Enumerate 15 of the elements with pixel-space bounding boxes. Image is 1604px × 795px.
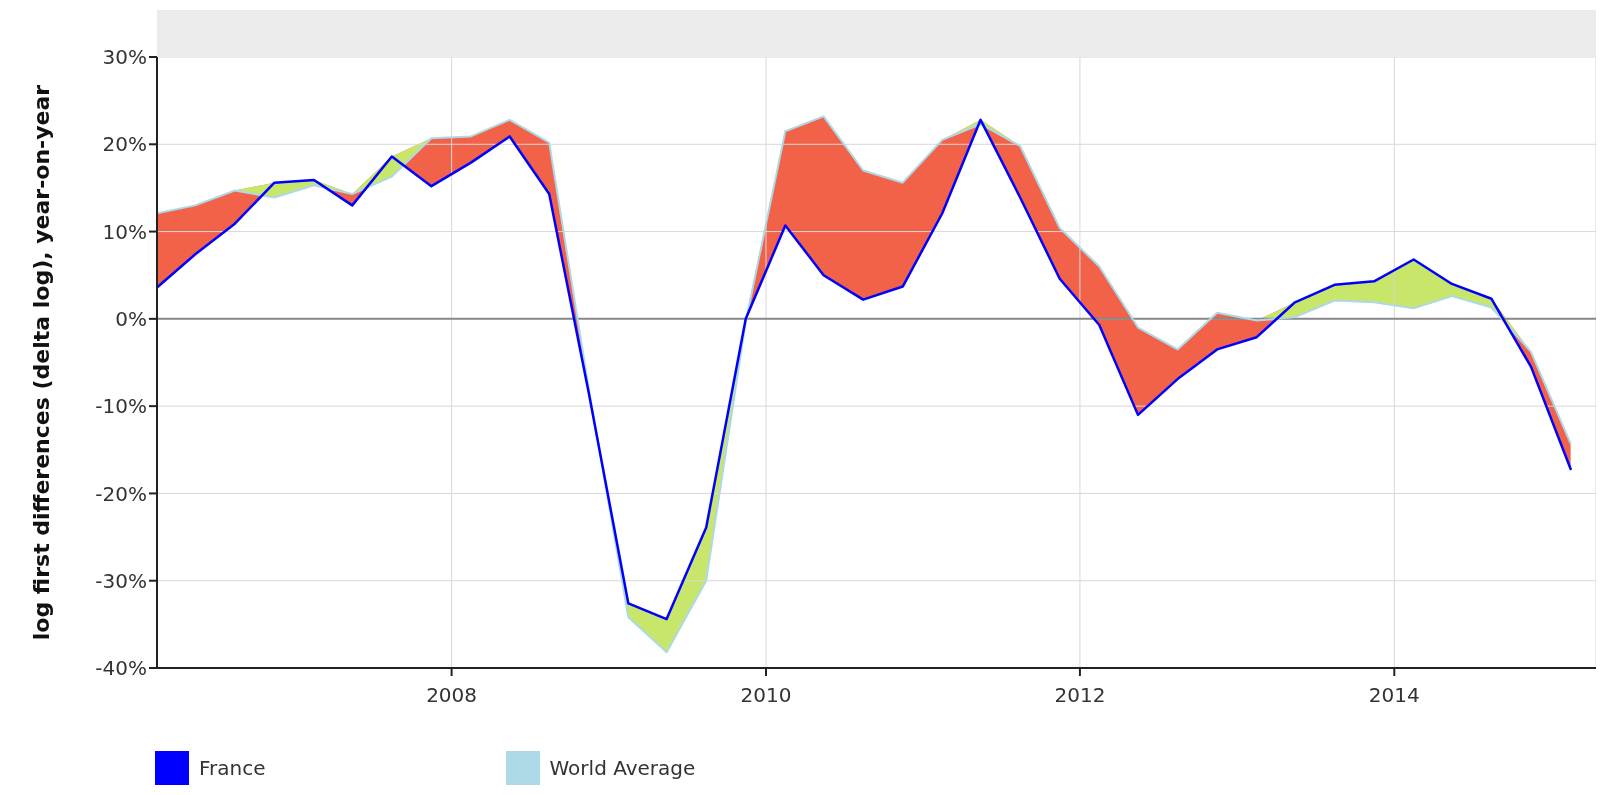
x-tick-label: 2012 <box>1054 683 1106 708</box>
y-tick-label: -40% <box>95 656 147 681</box>
y-tick-label: 30% <box>102 45 147 70</box>
y-tick-label: -30% <box>95 568 147 593</box>
y-tick-label: -10% <box>95 394 147 419</box>
legend-label: World Average <box>549 756 696 780</box>
y-tick-label: 0% <box>115 306 147 331</box>
legend-label: France <box>199 756 266 780</box>
x-tick-label: 2014 <box>1368 683 1420 708</box>
y-axis-title: log first differences (delta log), year-on-year <box>28 84 54 641</box>
y-tick-label: -20% <box>95 481 147 506</box>
y-tick-label: 10% <box>102 219 147 244</box>
y-tick-label: 20% <box>102 132 147 157</box>
x-tick-label: 2008 <box>426 683 478 708</box>
x-tick-label: 2010 <box>740 683 792 708</box>
